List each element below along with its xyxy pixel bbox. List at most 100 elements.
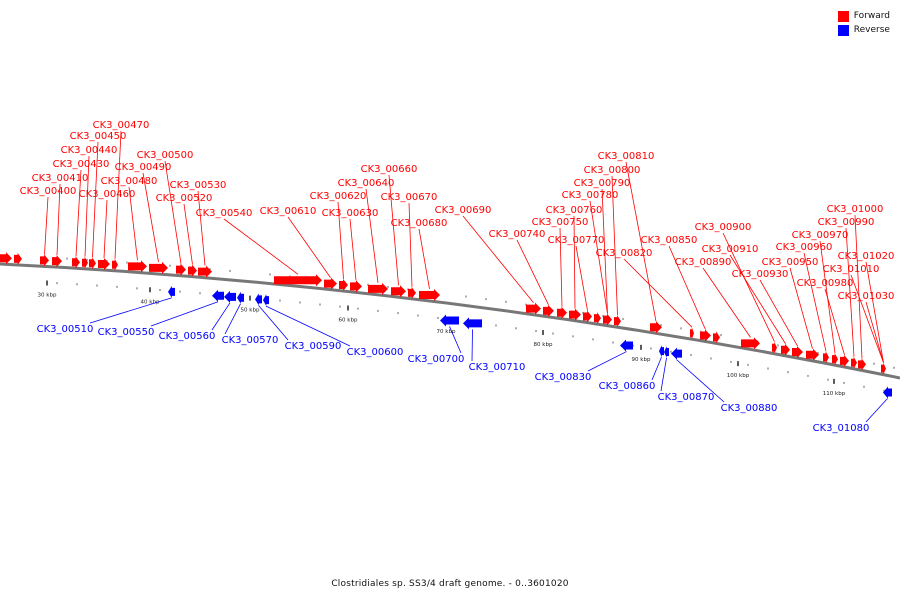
- forward-gene-arrow: [741, 337, 760, 350]
- forward-gene-arrow: [840, 354, 849, 367]
- gene-label: CK3_00710: [469, 362, 526, 373]
- leader-line: [183, 203, 193, 265]
- scale-ticks: 30 kbp 40 kbp 50 kbp 60 kbp 70 kbp 80 kbp 90 k…: [38, 257, 895, 397]
- gene-label: CK3_00690: [435, 205, 492, 216]
- scale-tick-label: 50 kbp: [241, 308, 260, 314]
- forward-gene-arrow: [72, 256, 80, 269]
- forward-gene-arrow: [188, 264, 197, 277]
- gene-label: CK3_00890: [675, 257, 732, 268]
- forward-gene-arrow: [526, 302, 541, 315]
- leader-line: [471, 329, 473, 362]
- gene-label: CK3_00400: [20, 186, 77, 197]
- forward-gene-arrow: [823, 351, 829, 364]
- forward-gene-arrow: [713, 331, 720, 344]
- scale-tick-label: 100 kbp: [727, 373, 750, 379]
- leader-line: [651, 357, 662, 381]
- scale-tick-label: 80 kbp: [534, 342, 553, 348]
- forward-gene-arrow: [781, 343, 790, 356]
- reverse-gene-arrow: [659, 345, 664, 358]
- gene-label: CK3_00990: [818, 217, 875, 228]
- leader-line: [824, 288, 845, 356]
- gene-labels: CK3_00400 CK3_00410 CK3_00430 CK3_00440 CK3_…: [20, 120, 895, 434]
- reverse-gene-arrow: [255, 293, 262, 306]
- leader-line: [660, 357, 667, 392]
- leader-line: [668, 245, 706, 330]
- gene-label: CK3_00440: [61, 145, 118, 156]
- leader-line: [462, 215, 534, 303]
- forward-swatch: [837, 10, 849, 22]
- forward-gene-arrow: [128, 260, 147, 273]
- scale-tick-label: 110 kbp: [823, 391, 846, 397]
- forward-gene-arrow: [198, 265, 212, 278]
- gene-label: CK3_00680: [391, 218, 448, 229]
- leader-line: [854, 214, 863, 359]
- forward-gene-arrow: [368, 282, 388, 295]
- leader-line: [89, 297, 172, 324]
- gene-label: CK3_00470: [93, 120, 150, 131]
- leader-line: [388, 174, 399, 286]
- scale-tick-label: 30 kbp: [38, 292, 57, 298]
- gene-label: CK3_00610: [260, 206, 317, 217]
- scale-tick-label: 90 kbp: [632, 357, 651, 363]
- gene-label: CK3_00830: [535, 372, 592, 383]
- gene-label: CK3_00490: [115, 162, 172, 173]
- reverse-gene-arrow: [463, 317, 482, 330]
- forward-gene-arrow: [650, 321, 662, 334]
- leader-line: [789, 267, 813, 349]
- gene-label: CK3_00850: [641, 235, 698, 246]
- leader-line: [349, 218, 357, 281]
- forward-gene-arrow: [391, 285, 406, 298]
- leader-line: [850, 274, 884, 363]
- gene-label: CK3_00630: [322, 208, 379, 219]
- leader-line: [408, 202, 413, 287]
- leader-line: [103, 199, 108, 259]
- reverse-gene-arrow: [671, 347, 682, 360]
- leader-line: [265, 305, 351, 347]
- reverse-gene-arrow: [620, 339, 633, 352]
- gene-label: CK3_00760: [546, 205, 603, 216]
- reverse-gene-arrow: [212, 289, 224, 302]
- leader-line: [56, 183, 61, 256]
- gene-label: CK3_00530: [170, 180, 227, 191]
- gene-label: CK3_00860: [599, 381, 656, 392]
- gene-label: CK3_00670: [381, 192, 438, 203]
- gene-label: CK3_01010: [823, 264, 880, 275]
- leader-line: [623, 258, 693, 328]
- leader-line: [803, 252, 827, 352]
- gene-label: CK3_00960: [776, 242, 833, 253]
- reverse-gene-arrow: [440, 314, 459, 327]
- leader-line: [365, 188, 379, 283]
- gene-label: CK3_00810: [598, 151, 655, 162]
- leader-line: [587, 351, 627, 372]
- forward-gene-arrow: [82, 256, 88, 269]
- leader-line: [589, 200, 608, 314]
- forward-gene-arrow: [0, 252, 12, 265]
- reverse-gene-arrow: [263, 294, 269, 307]
- leader-line: [337, 201, 344, 280]
- legend-item-forward: Forward: [837, 9, 890, 23]
- gene-label: CK3_00750: [532, 217, 589, 228]
- gene-label: CK3_00460: [79, 189, 136, 200]
- gene-label: CK3_01080: [813, 423, 870, 434]
- leader-line: [575, 245, 588, 311]
- gene-label: CK3_00560: [159, 331, 216, 342]
- leader-line: [287, 216, 331, 278]
- reverse-gene-arrow: [883, 386, 892, 399]
- forward-gene-arrow: [881, 362, 886, 375]
- leader-line: [601, 188, 608, 314]
- gene-label: CK3_00550: [98, 327, 155, 338]
- gene-label: CK3_00540: [196, 208, 253, 219]
- forward-gene-arrow: [89, 257, 96, 270]
- forward-gene-arrow: [594, 312, 601, 325]
- forward-gene-arrow: [40, 254, 49, 267]
- leader-line: [865, 261, 884, 363]
- gene-label: CK3_00870: [658, 392, 715, 403]
- gene-label: CK3_00930: [732, 269, 789, 280]
- gene-label: CK3_01000: [827, 204, 884, 215]
- leader-line: [164, 160, 182, 264]
- leader-line: [845, 227, 855, 357]
- leader-line: [142, 172, 159, 262]
- forward-gene-arrow: [792, 345, 803, 358]
- leader-line: [418, 228, 430, 290]
